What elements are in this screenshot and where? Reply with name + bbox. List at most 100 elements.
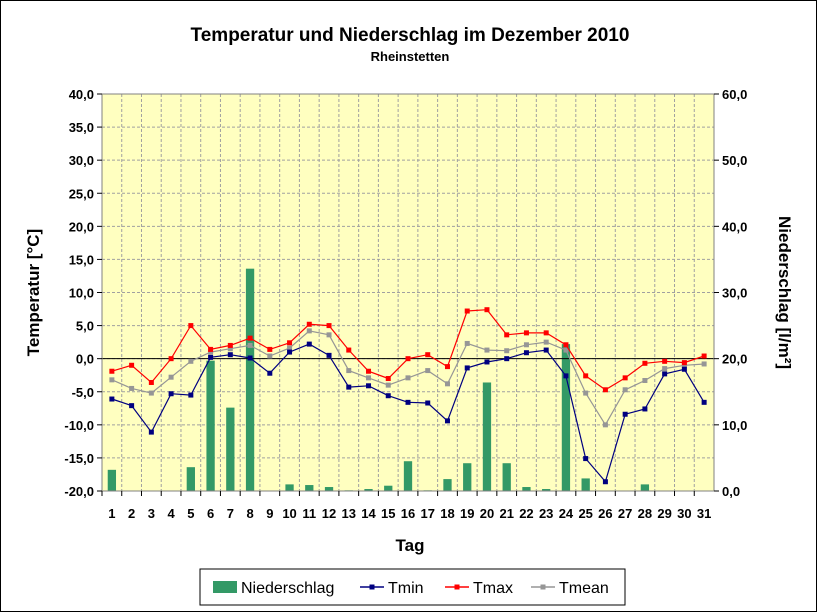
x-tick-label: 17 [421,506,435,521]
precip-bar [581,478,590,491]
point-tmax [326,323,332,329]
point-tmin [504,356,510,362]
point-tmean [642,378,648,384]
point-tmean [326,332,332,338]
point-tmin [148,429,154,435]
point-tmin [602,479,608,485]
point-tmean [543,339,549,345]
point-tmax [484,307,490,313]
x-tick-label: 24 [559,506,574,521]
point-tmin [247,355,253,361]
point-tmax [444,364,450,370]
x-tick-label: 2 [128,506,135,521]
point-tmax [681,360,687,366]
point-tmax [701,353,707,359]
point-tmin [563,373,569,379]
point-tmean [622,387,628,393]
precip-bar [285,484,294,491]
point-tmean [464,340,470,346]
legend-swatch-niederschlag [213,581,237,593]
point-tmean [109,377,115,383]
y-tick-label-left: 10,0 [69,286,94,301]
point-tmax [267,346,273,352]
point-tmean [168,374,174,380]
point-tmean [129,385,135,391]
point-tmin [227,352,233,358]
point-tmin [484,359,490,365]
point-tmean [563,347,569,353]
point-tmax [287,340,293,346]
precipitation-bars [107,268,650,491]
point-tmin [129,403,135,409]
point-tmean [227,346,233,352]
point-tmin [287,349,293,355]
precip-bar [305,485,314,491]
point-tmin [681,366,687,372]
point-tmean [444,381,450,387]
point-tmin [267,370,273,376]
y-tick-label-left: -10,0 [64,418,94,433]
precip-bar [502,463,511,491]
point-tmax [622,375,628,381]
x-tick-label: 25 [578,506,592,521]
x-tick-label: 12 [322,506,336,521]
point-tmax [425,352,431,358]
y-tick-label-right: 50,0 [722,153,747,168]
point-tmax [129,362,135,368]
point-tmax [662,358,668,364]
y-tick-label-right: 0,0 [722,484,740,499]
x-tick-label: 9 [266,506,273,521]
point-tmean [287,345,293,351]
point-tmin [346,384,352,390]
y-tick-label-left: 30,0 [69,153,94,168]
x-tick-label: 4 [167,506,175,521]
y-tick-label-right: 60,0 [722,87,747,102]
point-tmin [444,418,450,424]
precip-bar [443,479,452,491]
point-tmin [385,393,391,399]
point-tmax [208,346,214,352]
point-tmax [366,368,372,374]
legend: Niederschlag Tmin Tmax Tmean [199,568,626,606]
point-tmax [504,332,510,338]
point-tmean [681,362,687,368]
y-axis-right-label: Niederschlag [l/m²] [775,216,794,369]
point-tmin [622,411,628,417]
point-tmin [464,365,470,371]
point-tmin [405,399,411,405]
point-tmean [247,342,253,348]
y-tick-label-left: -20,0 [64,484,94,499]
point-tmean [701,361,707,367]
legend-box [199,568,626,606]
y-axis-left-ticks: 40,0 35,0 30,0 25,0 20,0 15,0 10,0 5,0 0,0 -5,0 -1… [64,87,102,499]
point-tmax [642,360,648,366]
x-tick-label: 10 [282,506,296,521]
x-tick-label: 7 [227,506,234,521]
point-tmean [583,390,589,396]
x-tick-label: 19 [460,506,474,521]
x-tick-label: 23 [539,506,553,521]
y-axis-left-label: Temperatur [°C] [24,229,43,356]
chart-title: Temperatur und Niederschlag im Dezember … [191,25,630,46]
point-tmin [642,406,648,412]
x-tick-label: 21 [499,506,513,521]
x-tick-label: 3 [148,506,155,521]
precip-bar [640,484,650,491]
legend-label-niederschlag: Niederschlag [241,580,334,597]
x-tick-label: 20 [480,506,494,521]
point-tmin [523,350,529,356]
point-tmax [247,335,253,341]
y-axis-right-ticks: 60,0 50,0 40,0 30,0 20,0 10,0 0,0 [714,87,747,499]
point-tmax [385,376,391,382]
x-axis-ticks: 1 2 3 4 5 6 7 8 9 10 11 12 13 14 15 16 17 18 19 20 21 22 23 24 2… [101,491,711,521]
precip-bar [107,469,117,491]
point-tmax [346,347,352,353]
precip-bar [482,382,492,491]
x-tick-label: 8 [246,506,253,521]
point-tmin [662,371,668,377]
precip-bar [226,407,235,491]
point-tmean [148,390,154,396]
point-tmax [148,379,154,385]
precip-bar [324,487,334,491]
